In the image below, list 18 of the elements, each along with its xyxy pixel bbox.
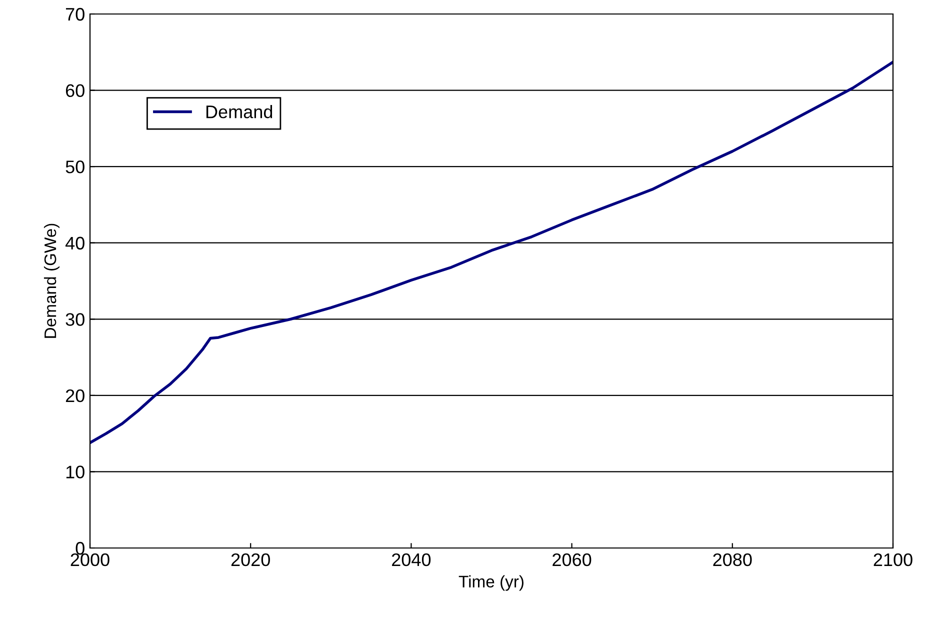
y-axis-title: Demand (GWe) bbox=[44, 224, 60, 338]
line-series bbox=[90, 60, 893, 444]
x-tick-label: 2080 bbox=[713, 553, 752, 566]
y-tick-label: 70 bbox=[66, 8, 84, 21]
legend-label: Demand bbox=[206, 105, 272, 118]
x-tick-label: 2000 bbox=[70, 553, 110, 566]
y-tick-label: 10 bbox=[66, 466, 84, 478]
x-tick-label: 2040 bbox=[392, 553, 431, 566]
y-tick-label: 20 bbox=[66, 389, 84, 402]
x-axis-title: Time (yr) bbox=[458, 575, 524, 591]
y-tick-label: 0 bbox=[76, 542, 84, 555]
y-tick-label: 50 bbox=[66, 160, 84, 174]
x-tick-label: 2100 bbox=[874, 553, 912, 566]
x-tick-label: 2020 bbox=[231, 553, 270, 566]
y-tick-label: 60 bbox=[66, 84, 84, 98]
y-tick-label: 30 bbox=[66, 313, 84, 326]
x-tick-label: 2060 bbox=[552, 553, 592, 566]
y-tick-label: 40 bbox=[65, 236, 84, 250]
